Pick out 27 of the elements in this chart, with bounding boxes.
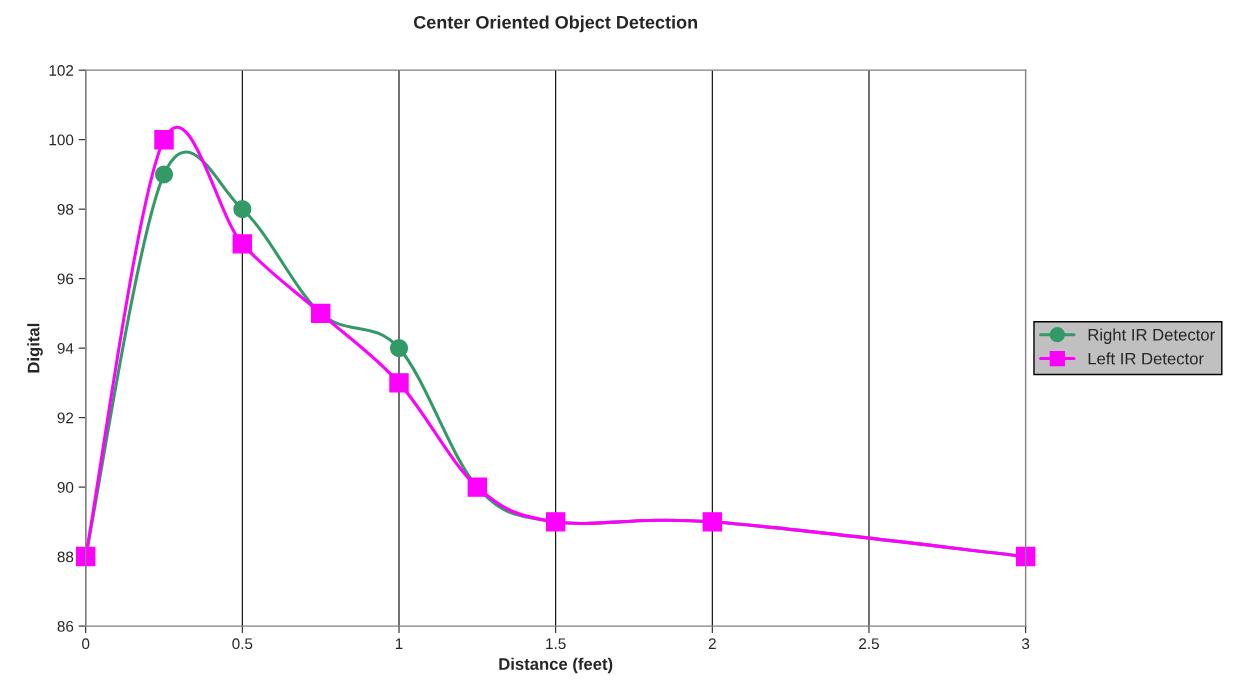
y-tick-label: 88	[57, 551, 74, 563]
chart-title: Center Oriented Object Detection	[413, 15, 698, 33]
x-tick-label: 1	[395, 638, 403, 649]
y-tick-label: 90	[57, 481, 74, 493]
x-tick-label: 0	[82, 638, 90, 650]
y-tick-label: 94	[57, 343, 74, 354]
point	[232, 234, 253, 254]
point	[389, 339, 409, 358]
legend-label: Right IR Detector	[1088, 328, 1215, 344]
point	[154, 165, 174, 184]
x-tick-label: 2.5	[859, 638, 879, 650]
x-tick-label: 3	[1021, 638, 1030, 650]
x-tick-label: 2	[708, 638, 716, 649]
y-tick-label: 100	[49, 134, 74, 146]
x-tick-label: 1.5	[546, 638, 566, 650]
x-tick-label: 0.5	[232, 638, 253, 650]
y-tick-label: 98	[57, 204, 74, 215]
y-tick-label: 96	[57, 273, 74, 285]
point	[233, 200, 252, 219]
legend-label: Left IR Detector	[1088, 352, 1204, 365]
point	[154, 129, 174, 150]
y-tick-label: 86	[57, 620, 74, 632]
x-axis-title: Distance (feet)	[499, 657, 613, 674]
y-tick-label: 92	[57, 412, 74, 424]
y-axis-title: Digital	[27, 323, 43, 373]
y-tick-label: 102	[49, 65, 74, 76]
point	[389, 373, 409, 393]
